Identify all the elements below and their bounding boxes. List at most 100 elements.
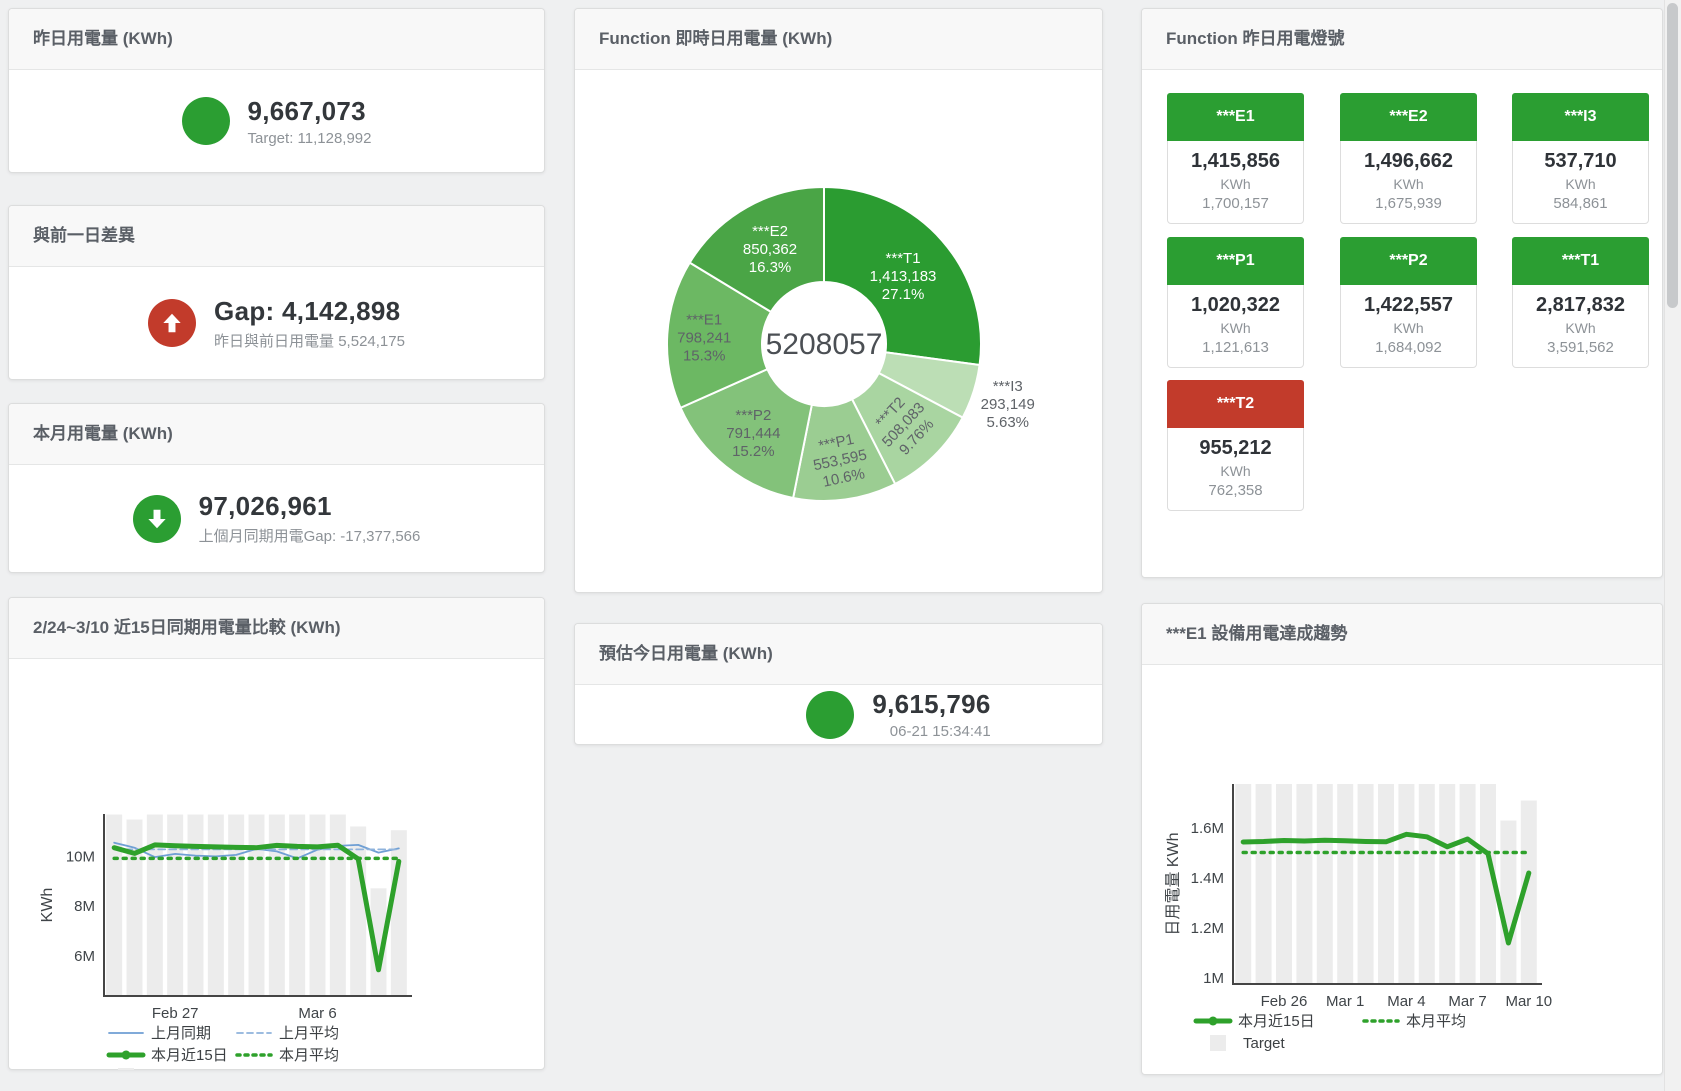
panel-lamp-status: Function 昨日用電燈號 ***E1 1,415,856 KWh 1,700,1… xyxy=(1141,8,1663,578)
panel-title-text: ***E1 設備用電達成趨勢 xyxy=(1166,624,1348,643)
lamp-tile-unit: KWh xyxy=(1565,320,1596,336)
gap-stat: Gap: 4,142,898 昨日與前日用電量 5,524,175 xyxy=(9,267,544,379)
gap-value: Gap: 4,142,898 xyxy=(214,295,401,326)
panel-lamp-title: Function 昨日用電燈號 xyxy=(1142,9,1662,70)
yesterday-stat: 9,667,073 Target: 11,128,992 xyxy=(9,70,544,172)
legend-label: 上月平均 xyxy=(279,1025,339,1042)
month-stat: 97,026,961 上個月同期用電Gap: -17,377,566 xyxy=(9,465,544,572)
lamp-tile-value: 1,020,322 xyxy=(1191,294,1280,316)
panel-compare-chart: 2/24~3/10 近15日同期用電量比較 (KWh) 6M 8M 10M Feb 2… xyxy=(8,597,545,1085)
legend-label: Target xyxy=(151,1068,194,1070)
y-tick-label: 1.6M xyxy=(1191,820,1224,837)
target-bar xyxy=(126,819,143,996)
legend-item-本月平均[interactable]: 本月平均 xyxy=(235,1047,339,1064)
y-tick-label: 6M xyxy=(74,948,95,965)
legend-item-Target[interactable]: Target xyxy=(118,1068,194,1085)
lamp-tile-E2[interactable]: ***E2 1,496,662 KWh 1,675,939 xyxy=(1340,93,1477,224)
panel-yesterday-usage: 昨日用電量 (KWh) 9,667,073 Target: 11,128,992 xyxy=(8,8,545,173)
month-stat-text: 97,026,961 上個月同期用電Gap: -17,377,566 xyxy=(199,491,421,546)
estimate-timestamp: 06-21 15:34:41 xyxy=(889,723,991,740)
lamp-tile-value: 537,710 xyxy=(1544,150,1617,172)
legend-item-本月平均[interactable]: 本月平均 xyxy=(1362,1013,1466,1030)
donut-slice-label: ***E1 798,241 15.3% xyxy=(677,311,731,364)
donut-slice-P2[interactable] xyxy=(679,367,813,500)
donut-chart-area[interactable]: ***T1 1,413,183 27.1% ***I3 293,149 5.63% ***T… xyxy=(575,70,1102,592)
target-bar xyxy=(1378,784,1394,984)
panel-estimate-title: 預估今日用電量 (KWh) xyxy=(575,624,1102,685)
green-status-circle xyxy=(181,97,230,145)
panel-trend-title: ***E1 設備用電達成趨勢 xyxy=(1142,604,1662,665)
lamp-tile-T1[interactable]: ***T1 2,817,832 KWh 3,591,562 xyxy=(1512,237,1649,368)
target-bar xyxy=(289,814,306,996)
lamp-tile-value: 2,817,832 xyxy=(1536,294,1625,316)
lamp-tile-P2[interactable]: ***P2 1,422,557 KWh 1,684,092 xyxy=(1340,237,1477,368)
green-down-arrow-icon xyxy=(132,494,181,543)
target-bar xyxy=(350,826,367,996)
x-tick-label: Mar 6 xyxy=(298,1005,336,1022)
panel-yesterday-title: 昨日用電量 (KWh) xyxy=(9,9,544,70)
y-axis-title: 日用電量 KWh xyxy=(1165,832,1182,935)
legend-item-Target[interactable]: Target xyxy=(1210,1035,1286,1052)
lamp-tile-prev: 1,684,092 xyxy=(1375,339,1442,356)
lamp-tile-prev: 1,700,157 xyxy=(1202,195,1269,212)
panel-month-usage: 本月用電量 (KWh) 97,026,961 上個月同期用電Gap: -17,3… xyxy=(8,403,545,573)
month-value: 97,026,961 xyxy=(198,491,332,521)
donut-slice-label: ***T1 1,413,183 27.1% xyxy=(870,250,937,303)
e1-trend-chart-area[interactable]: 1M 1.2M 1.4M 1.6M Feb 26 Mar 1 Mar 4 Mar 7 Mar 1… xyxy=(1142,665,1662,1074)
lamp-tile-prev: 1,675,939 xyxy=(1375,195,1442,212)
x-tick-label: Mar 10 xyxy=(1505,993,1552,1010)
panel-title-text: 昨日用電量 (KWh) xyxy=(33,29,173,48)
panel-day-gap: 與前一日差異 Gap: 4,142,898 昨日與前日用電量 5,524,175 xyxy=(8,205,545,380)
target-bar xyxy=(167,814,184,996)
lamp-tile-prev: 3,591,562 xyxy=(1547,339,1614,356)
target-bar xyxy=(268,814,285,996)
donut-slice-E1[interactable] xyxy=(666,261,773,410)
lamp-tile-unit: KWh xyxy=(1220,320,1251,336)
legend-bar-swatch xyxy=(118,1068,134,1084)
legend-dot xyxy=(1208,1016,1218,1026)
legend-bar-swatch xyxy=(1210,1035,1226,1051)
target-bar xyxy=(207,814,224,996)
page-scrollbar[interactable] xyxy=(1664,0,1681,1091)
donut-slice-label: ***P2 791,444 15.2% xyxy=(726,407,780,460)
donut-slice-label: ***T2508,0839.76% xyxy=(866,387,942,463)
donut-slice-T1[interactable] xyxy=(823,185,982,367)
target-bar xyxy=(390,830,407,996)
legend-label: 本月近15日 xyxy=(1238,1013,1315,1030)
lamp-tile-I3[interactable]: ***I3 537,710 KWh 584,861 xyxy=(1512,93,1649,224)
lamp-tile-header: ***T2 xyxy=(1167,380,1304,428)
x-tick-label: Mar 1 xyxy=(1326,993,1364,1010)
lamp-tile-P1[interactable]: ***P1 1,020,322 KWh 1,121,613 xyxy=(1167,237,1304,368)
panel-title-text: 預估今日用電量 (KWh) xyxy=(599,644,773,663)
e1-chart-svg: 1M 1.2M 1.4M 1.6M Feb 26 Mar 1 Mar 4 Mar 7 Mar 1… xyxy=(1165,784,1552,1052)
legend-item-本月近15日[interactable]: 本月近15日 xyxy=(106,1047,228,1064)
lamp-tile-T2[interactable]: ***T2 955,212 KWh 762,358 xyxy=(1167,380,1304,511)
target-bar xyxy=(1480,784,1496,984)
panel-title-text: 本月用電量 (KWh) xyxy=(33,424,173,443)
lamp-tile-prev: 584,861 xyxy=(1553,195,1608,212)
target-bar xyxy=(1459,784,1476,984)
donut-slice-E2[interactable] xyxy=(688,185,825,314)
legend-item-上月平均[interactable]: 上月平均 xyxy=(236,1025,339,1042)
scrollbar-thumb[interactable] xyxy=(1667,3,1678,308)
lamp-tile-unit: KWh xyxy=(1220,463,1251,479)
legend-item-上月同期[interactable]: 上月同期 xyxy=(108,1025,211,1042)
legend-item-本月近15日[interactable]: 本月近15日 xyxy=(1193,1013,1315,1030)
target-bar xyxy=(1255,784,1272,984)
x-tick-label: Mar 4 xyxy=(1387,993,1425,1010)
lamp-tile-unit: KWh xyxy=(1565,176,1596,192)
panel-title-text: Function 即時日用電量 (KWh) xyxy=(599,29,833,48)
lamp-tile-E1[interactable]: ***E1 1,415,856 KWh 1,700,157 xyxy=(1167,93,1304,224)
month-sub: 上個月同期用電Gap: -17,377,566 xyxy=(198,528,421,545)
lamp-tile-value: 1,415,856 xyxy=(1191,150,1280,172)
panel-title-text: Function 昨日用電燈號 xyxy=(1166,29,1345,48)
target-bar xyxy=(1398,784,1415,984)
panel-title-text: 2/24~3/10 近15日同期用電量比較 (KWh) xyxy=(33,618,341,637)
lamp-tile-unit: KWh xyxy=(1393,176,1424,192)
y-axis-title: KWh xyxy=(39,888,56,923)
series-line xyxy=(1240,831,1532,946)
lamp-tile-header: ***P2 xyxy=(1340,237,1477,285)
target-bar xyxy=(1296,784,1313,984)
